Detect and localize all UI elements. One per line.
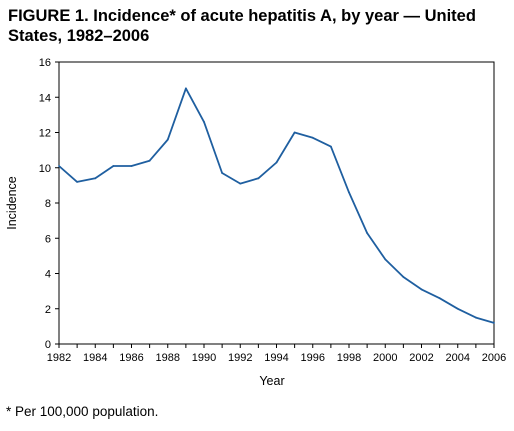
x-tick-label: 2000: [373, 352, 397, 364]
x-tick-label: 1994: [264, 352, 288, 364]
figure-title: FIGURE 1. Incidence* of acute hepatitis …: [8, 7, 476, 45]
y-tick-label: 0: [45, 339, 51, 351]
x-tick-label: 1998: [337, 352, 361, 364]
x-tick-label: 1984: [83, 352, 107, 364]
y-tick-label: 8: [45, 198, 51, 210]
data-point: [275, 161, 278, 164]
data-point: [420, 288, 423, 291]
data-point: [94, 177, 97, 180]
data-point: [76, 180, 79, 183]
y-tick-label: 16: [39, 57, 51, 69]
data-point: [58, 165, 60, 167]
series-group: [58, 87, 495, 324]
x-tick-label: 2004: [446, 352, 470, 364]
data-point: [456, 307, 459, 310]
data-point: [329, 145, 332, 148]
y-tick-label: 10: [39, 163, 51, 175]
x-tick-label: 2006: [482, 352, 506, 364]
y-axis-ticks: 0 2 4 6 8 10 12 14 16: [39, 57, 59, 351]
data-point: [293, 131, 296, 134]
data-point: [239, 182, 242, 185]
x-axis-ticks: 1982 1984 1986 1988 1990 1992 1994 1996 1998 2000…: [47, 344, 506, 364]
y-axis-label: Incidence: [5, 176, 19, 230]
data-point: [184, 87, 187, 90]
data-point: [112, 165, 115, 167]
x-tick-label: 1992: [228, 352, 252, 364]
data-point: [384, 258, 387, 261]
data-point: [402, 276, 405, 278]
plot-frame: [58, 61, 495, 345]
incidence-series-line: [58, 87, 495, 324]
x-axis-label: Year: [259, 374, 284, 388]
y-tick-label: 2: [45, 304, 51, 316]
data-point: [493, 321, 495, 324]
data-point: [130, 165, 133, 167]
data-point: [203, 121, 205, 123]
data-point: [438, 297, 441, 300]
data-point: [474, 316, 477, 319]
footnote: * Per 100,000 population.: [6, 404, 159, 419]
data-point: [166, 138, 169, 141]
data-point: [257, 177, 260, 180]
data-point: [221, 172, 224, 174]
x-tick-label: 1988: [156, 352, 180, 364]
x-tick-label: 1986: [119, 352, 143, 364]
y-tick-label: 14: [39, 92, 51, 104]
data-point: [348, 191, 350, 194]
x-tick-label: 1996: [301, 352, 325, 364]
data-point: [148, 159, 151, 162]
x-tick-label: 1982: [47, 352, 71, 364]
y-tick-label: 4: [45, 269, 51, 281]
y-tick-label: 12: [39, 128, 51, 140]
x-tick-label: 1990: [192, 352, 216, 364]
data-point: [311, 136, 314, 139]
x-tick-label: 2002: [409, 352, 433, 364]
data-point: [366, 232, 369, 234]
y-tick-label: 6: [45, 233, 51, 245]
